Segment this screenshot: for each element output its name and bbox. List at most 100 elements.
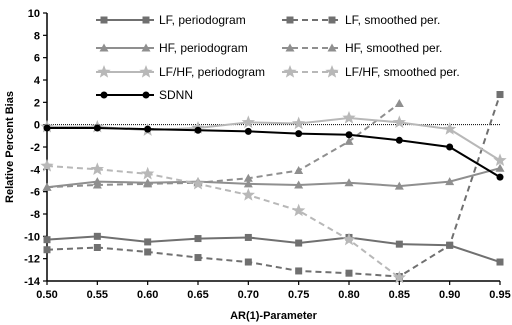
data-point [93, 232, 101, 240]
legend-marker [283, 65, 297, 78]
data-point [144, 238, 152, 246]
y-tick-label: 4 [34, 75, 41, 87]
data-point [244, 127, 252, 135]
data-point [495, 163, 505, 172]
legend-item-lf-hf-smoothed-per: LF/HF, smoothed per. [282, 65, 460, 79]
legend-marker [100, 91, 108, 99]
data-point [493, 153, 507, 167]
legend-label: HF, smoothed per. [345, 41, 442, 55]
legend-item-lf-smoothed-per: LF, smoothed per. [282, 13, 440, 27]
data-point [92, 180, 102, 189]
series-lf-hf-smoothed-per [40, 158, 406, 284]
data-point [194, 254, 202, 262]
data-point [194, 235, 202, 243]
data-point [243, 179, 253, 188]
data-point [40, 158, 54, 172]
data-point [141, 166, 155, 180]
legend-marker [142, 91, 150, 99]
x-tick-label: 0.75 [288, 289, 309, 301]
y-tick-label: -10 [24, 231, 40, 243]
legend-item-hf-smoothed-per: HF, smoothed per. [282, 41, 442, 55]
data-point [244, 258, 252, 266]
data-point [295, 130, 303, 138]
series-line [46, 235, 501, 263]
x-tick-label: 0.85 [389, 289, 410, 301]
data-point [445, 177, 455, 186]
data-point [342, 110, 356, 124]
data-point [43, 124, 51, 132]
y-tick-label: 8 [34, 30, 40, 42]
legend-item-lf-periodogram: LF, periodogram [96, 13, 246, 27]
data-point [295, 267, 303, 275]
data-point [344, 136, 354, 145]
data-point [496, 91, 504, 99]
legend-marker [285, 43, 295, 52]
y-tick-label: -12 [24, 254, 40, 266]
data-point [395, 136, 403, 144]
data-point [194, 126, 202, 134]
series-line [46, 167, 501, 189]
series-line [46, 102, 400, 189]
data-point [443, 122, 457, 135]
data-point [344, 178, 354, 187]
data-point [446, 241, 454, 249]
x-tick-label: 0.70 [238, 289, 259, 301]
data-point [144, 125, 152, 133]
data-point [144, 248, 152, 256]
x-tick-label: 0.55 [87, 289, 108, 301]
data-point [43, 236, 51, 244]
data-point [143, 179, 153, 188]
legend-marker [328, 16, 336, 24]
data-point [241, 115, 255, 129]
data-point [394, 181, 404, 190]
x-tick-label: 0.95 [489, 289, 510, 301]
data-point [446, 143, 454, 151]
series-line [46, 164, 400, 279]
series-line [46, 94, 501, 278]
x-axis-title: AR(1)-Parameter [230, 310, 318, 322]
data-point [392, 270, 406, 284]
legend-marker [97, 65, 111, 78]
y-tick-label: 6 [34, 53, 40, 65]
axes: 10 8 6 4 2 0 -2 -4 -6 -8 -10 -12 -140.50 0.55 0.60 0.65… [24, 8, 511, 301]
data-point [392, 115, 406, 129]
legend-marker [100, 16, 108, 24]
data-point [395, 240, 403, 248]
x-tick-label: 0.60 [137, 289, 158, 301]
data-point [191, 176, 205, 190]
legend-marker [142, 16, 150, 24]
y-tick-label: -8 [30, 209, 40, 221]
legend-item-lf-hf-periodogram: LF/HF, periodogram [96, 65, 265, 79]
series-hf-smoothed-per [42, 98, 404, 191]
legend-label: SDNN [159, 88, 193, 102]
legend-label: LF/HF, periodogram [159, 65, 265, 79]
legend-label: LF, smoothed per. [345, 13, 440, 27]
x-tick-label: 0.80 [338, 289, 359, 301]
legend-marker [325, 65, 339, 78]
data-point [496, 258, 504, 266]
series-line [47, 127, 501, 179]
data-point [243, 173, 253, 182]
y-tick-label: -6 [30, 187, 40, 199]
legend-marker [139, 65, 153, 78]
series-lf-hf-periodogram [40, 110, 507, 167]
x-tick-label: 0.50 [36, 289, 57, 301]
legend: LF, periodogram LF, smoothed per. HF, peri… [96, 13, 460, 102]
y-tick-label: -14 [24, 276, 41, 288]
data-point [394, 98, 404, 107]
legend-marker [99, 43, 109, 52]
y-tick-label: -4 [30, 164, 41, 176]
series-hf-periodogram [42, 163, 505, 191]
x-tick-label: 0.90 [439, 289, 460, 301]
data-point [42, 182, 52, 191]
data-point [292, 203, 306, 217]
data-point [294, 165, 304, 174]
legend-marker [286, 16, 294, 24]
data-point [345, 131, 353, 139]
y-tick-label: 10 [28, 8, 40, 20]
data-point [93, 124, 101, 132]
data-point [244, 233, 252, 241]
data-point [342, 232, 356, 246]
x-tick-label: 0.65 [187, 289, 208, 301]
